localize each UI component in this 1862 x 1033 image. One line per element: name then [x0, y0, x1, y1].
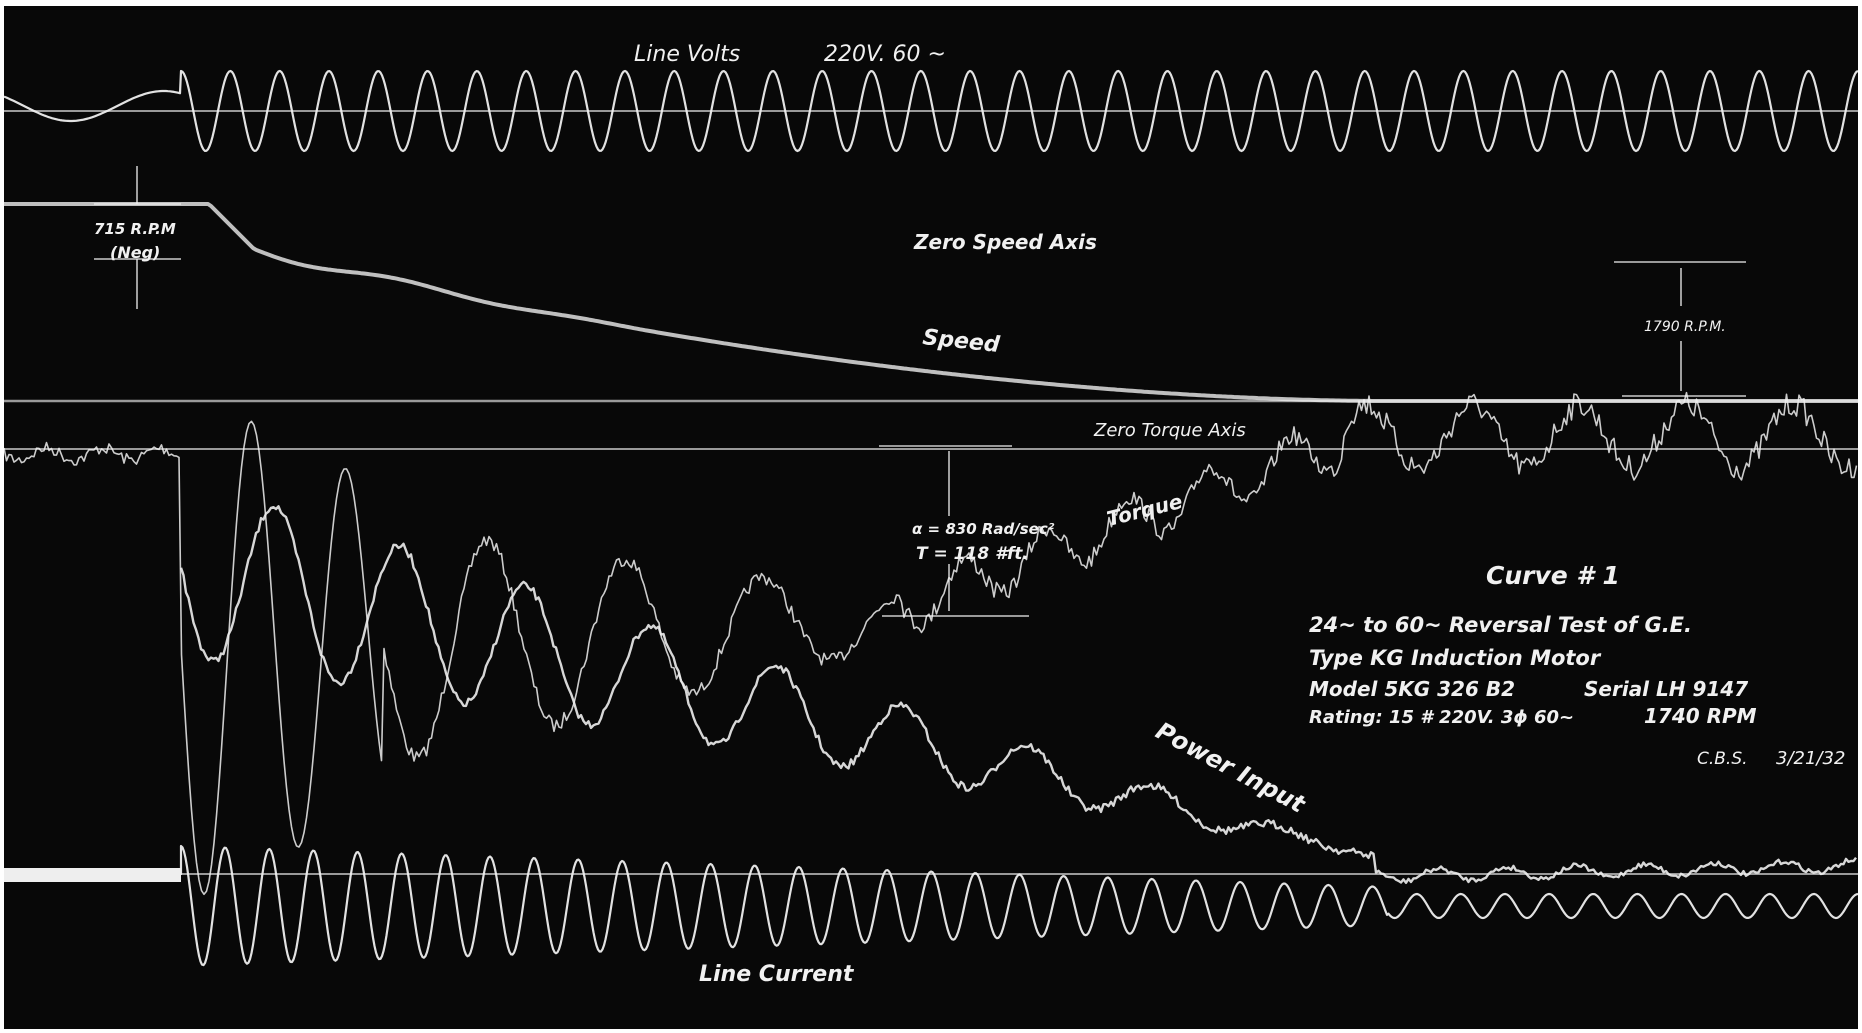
speed-trace [4, 202, 1858, 403]
subtitle-line-2: Type KG Induction Motor [1309, 646, 1602, 670]
torque-value-label: T = 118 #ft. [916, 544, 1029, 564]
chart-title: Curve # 1 [1486, 561, 1620, 590]
line-current-trace [4, 844, 1858, 967]
power-input-trace [179, 505, 1857, 884]
line-current-label: Line Current [699, 962, 855, 987]
trace-group [4, 69, 1858, 967]
subtitle-line-1: 24~ to 60~ Reversal Test of G.E. [1309, 613, 1692, 637]
speed-label: Speed [921, 325, 1001, 358]
final-speed-label: 1790 R.P.M. [1644, 319, 1726, 335]
line-volts-rating-label: 220V. 60 ~ [824, 42, 946, 67]
torque-label: Torque [1104, 489, 1184, 531]
subtitle-line-serial: Serial LH 9147 [1584, 677, 1748, 701]
line-volts-label: Line Volts [634, 42, 740, 67]
acceleration-label: α = 830 Rad/sec² [912, 520, 1055, 538]
oscillogram-plate: Line Volts 220V. 60 ~ Zero Speed Axis Sp… [4, 6, 1858, 1029]
oscillogram-chart: Line Volts 220V. 60 ~ Zero Speed Axis Sp… [4, 42, 1858, 987]
subtitle-line-rpm: 1740 RPM [1644, 704, 1757, 728]
subtitle-line-3: Model 5KG 326 B2 [1309, 677, 1515, 701]
zero-speed-axis-label: Zero Speed Axis [913, 230, 1097, 254]
subtitle-line-rating: Rating: 15 # 220V. 3ϕ 60~ [1309, 707, 1574, 728]
reference-axes [4, 110, 1858, 875]
start-speed-sub-label: (Neg) [110, 243, 160, 262]
dimension-markers [94, 166, 1746, 617]
start-speed-label: 715 R.P.M [94, 220, 176, 238]
test-date: 3/21/32 [1776, 748, 1845, 769]
torque-trace [4, 391, 1858, 896]
current-pre-switch-band [4, 868, 181, 882]
power-input-label: Power Input [1151, 717, 1311, 820]
zero-torque-axis-label: Zero Torque Axis [1093, 420, 1246, 441]
author-initials: C.B.S. [1697, 749, 1748, 769]
line-volts-trace [4, 69, 1858, 153]
